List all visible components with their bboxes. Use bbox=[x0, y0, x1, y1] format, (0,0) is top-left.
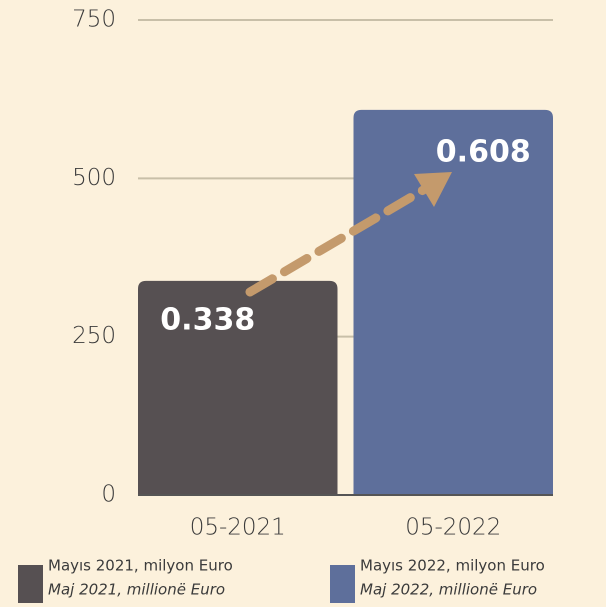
x-tick-label: 05-2022 bbox=[405, 515, 501, 541]
x-tick-label: 05-2021 bbox=[190, 515, 286, 541]
arrow-head bbox=[414, 172, 452, 207]
y-tick-label: 500 bbox=[72, 165, 116, 191]
legend-swatch bbox=[330, 565, 355, 603]
y-tick-label: 250 bbox=[72, 323, 116, 349]
legend-label: Mayıs 2022, milyon Euro bbox=[360, 557, 545, 575]
bar bbox=[138, 280, 338, 495]
y-tick-label: 750 bbox=[72, 7, 116, 33]
legend-label-alt: Maj 2021, millionë Euro bbox=[48, 581, 225, 599]
legend-label-alt: Maj 2022, millionë Euro bbox=[360, 581, 537, 599]
value-label: 0.608 bbox=[436, 134, 531, 169]
value-label: 0.338 bbox=[160, 302, 255, 337]
legend-swatch bbox=[18, 565, 43, 603]
y-tick-label: 0 bbox=[101, 482, 116, 508]
trend-arrow bbox=[245, 184, 430, 297]
legend-label: Mayıs 2021, milyon Euro bbox=[48, 557, 233, 575]
